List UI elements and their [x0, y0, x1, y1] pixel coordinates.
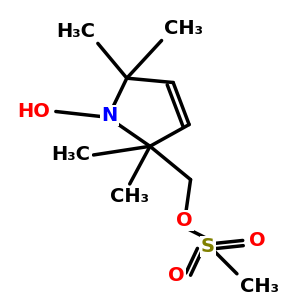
Text: HO: HO	[17, 102, 50, 121]
Text: N: N	[101, 106, 118, 125]
Text: CH₃: CH₃	[164, 19, 203, 38]
Text: O: O	[248, 231, 265, 250]
Text: H₃C: H₃C	[52, 146, 91, 164]
Text: O: O	[176, 211, 193, 230]
Text: CH₃: CH₃	[110, 187, 149, 206]
Text: H₃C: H₃C	[56, 22, 95, 40]
Text: CH₃: CH₃	[240, 277, 279, 296]
Text: O: O	[168, 266, 185, 285]
Text: S: S	[201, 237, 215, 256]
